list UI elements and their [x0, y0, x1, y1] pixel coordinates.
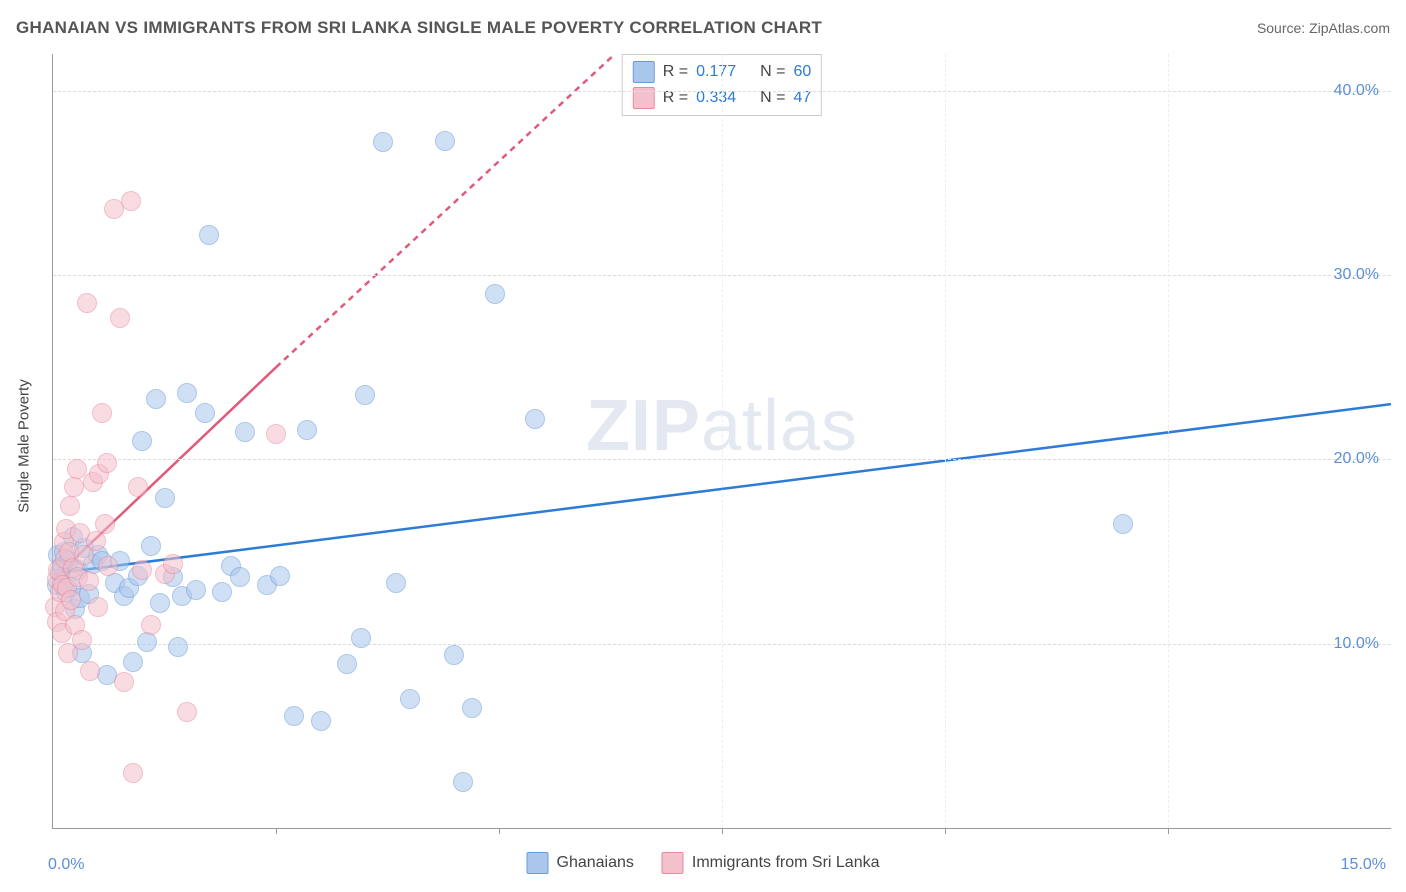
scatter-point: [235, 422, 255, 442]
scatter-point: [284, 706, 304, 726]
legend-item-srilanka: Immigrants from Sri Lanka: [662, 852, 880, 874]
scatter-point: [266, 424, 286, 444]
source-prefix: Source:: [1257, 20, 1309, 36]
scatter-point: [98, 556, 118, 576]
watermark-atlas: atlas: [701, 386, 858, 466]
scatter-point: [77, 293, 97, 313]
scatter-point: [60, 496, 80, 516]
scatter-point: [195, 403, 215, 423]
r-value-ghanaians: 0.177: [696, 63, 752, 81]
scatter-point: [373, 132, 393, 152]
scatter-point: [444, 645, 464, 665]
scatter-point: [186, 580, 206, 600]
x-tick-mark: [945, 828, 946, 834]
scatter-point: [79, 571, 99, 591]
scatter-point: [146, 389, 166, 409]
x-tick-mark: [499, 828, 500, 834]
scatter-plot-area: ZIPatlas R = 0.177 N = 60 R = 0.334 N = …: [52, 54, 1391, 829]
scatter-point: [212, 582, 232, 602]
x-tick-min: 0.0%: [48, 856, 84, 874]
legend-label-srilanka: Immigrants from Sri Lanka: [692, 854, 880, 872]
y-tick-label: 40.0%: [1334, 82, 1379, 100]
scatter-point: [177, 702, 197, 722]
watermark-zip: ZIP: [586, 386, 701, 466]
scatter-point: [121, 191, 141, 211]
x-tick-mark: [1168, 828, 1169, 834]
gridline-v: [722, 54, 723, 828]
scatter-point: [155, 488, 175, 508]
source-attribution: Source: ZipAtlas.com: [1257, 20, 1390, 36]
scatter-point: [61, 590, 81, 610]
scatter-point: [123, 763, 143, 783]
scatter-point: [355, 385, 375, 405]
y-tick-label: 20.0%: [1334, 450, 1379, 468]
legend-item-ghanaians: Ghanaians: [527, 852, 634, 874]
scatter-point: [128, 477, 148, 497]
source-name: ZipAtlas.com: [1309, 20, 1390, 36]
scatter-point: [141, 615, 161, 635]
gridline-v: [945, 54, 946, 828]
scatter-point: [132, 560, 152, 580]
x-tick-mark: [722, 828, 723, 834]
scatter-point: [485, 284, 505, 304]
scatter-point: [311, 711, 331, 731]
y-tick-label: 10.0%: [1334, 635, 1379, 653]
legend-swatch-srilanka-icon: [662, 852, 684, 874]
scatter-point: [163, 554, 183, 574]
scatter-point: [230, 567, 250, 587]
scatter-point: [435, 131, 455, 151]
scatter-point: [150, 593, 170, 613]
scatter-point: [351, 628, 371, 648]
n-label: N =: [760, 63, 785, 81]
y-axis-label: Single Male Poverty: [16, 379, 33, 512]
scatter-point: [453, 772, 473, 792]
scatter-point: [88, 597, 108, 617]
scatter-point: [72, 630, 92, 650]
scatter-point: [132, 431, 152, 451]
scatter-point: [1113, 514, 1133, 534]
chart-title: GHANAIAN VS IMMIGRANTS FROM SRI LANKA SI…: [16, 18, 822, 38]
scatter-point: [97, 453, 117, 473]
scatter-point: [168, 637, 188, 657]
scatter-point: [337, 654, 357, 674]
scatter-point: [64, 477, 84, 497]
scatter-point: [270, 566, 290, 586]
r-label: R =: [663, 63, 688, 81]
series-legend: Ghanaians Immigrants from Sri Lanka: [527, 852, 880, 874]
scatter-point: [400, 689, 420, 709]
scatter-point: [114, 672, 134, 692]
scatter-point: [141, 536, 161, 556]
scatter-point: [386, 573, 406, 593]
scatter-point: [199, 225, 219, 245]
scatter-point: [177, 383, 197, 403]
scatter-point: [123, 652, 143, 672]
gridline-v: [1168, 54, 1169, 828]
scatter-point: [80, 661, 100, 681]
scatter-point: [462, 698, 482, 718]
scatter-point: [110, 308, 130, 328]
n-value-ghanaians: 60: [793, 63, 811, 81]
chart-header: GHANAIAN VS IMMIGRANTS FROM SRI LANKA SI…: [16, 18, 1390, 38]
y-tick-label: 30.0%: [1334, 266, 1379, 284]
scatter-point: [92, 403, 112, 423]
x-tick-max: 15.0%: [1341, 856, 1386, 874]
scatter-point: [297, 420, 317, 440]
scatter-point: [525, 409, 545, 429]
legend-swatch-ghanaians-icon: [527, 852, 549, 874]
scatter-point: [95, 514, 115, 534]
legend-label-ghanaians: Ghanaians: [557, 854, 634, 872]
regression-line: [276, 54, 615, 367]
x-tick-mark: [276, 828, 277, 834]
legend-swatch-ghanaians: [633, 61, 655, 83]
